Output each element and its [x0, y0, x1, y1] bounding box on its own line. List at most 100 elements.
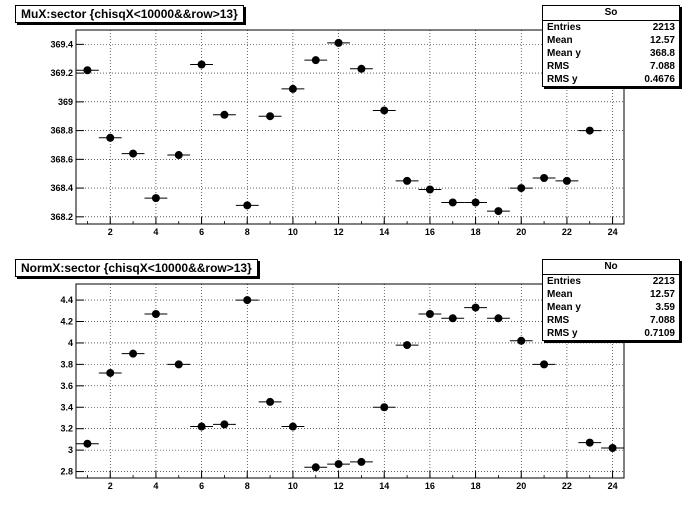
data-point [151, 194, 160, 203]
data-point [174, 151, 183, 160]
stats-row-entries: Entries 2213 [547, 276, 675, 287]
stats-row-mean-y: Mean y 3.59 [547, 302, 675, 313]
data-point [608, 443, 617, 452]
data-point [540, 360, 549, 369]
x-tick-label: 8 [245, 481, 250, 491]
data-point [288, 422, 297, 431]
x-tick-label: 20 [516, 227, 526, 237]
y-tick-label: 3 [68, 445, 73, 455]
x-tick-label: 2 [108, 481, 113, 491]
data-point [243, 201, 252, 210]
data-point [425, 310, 434, 319]
y-tick-label: 369.2 [50, 68, 73, 78]
y-tick-label: 368.6 [50, 154, 73, 164]
x-tick-label: 12 [334, 227, 344, 237]
data-point [380, 106, 389, 115]
y-tick-label: 368.2 [50, 212, 73, 222]
data-point [585, 126, 594, 135]
x-tick-label: 6 [199, 481, 204, 491]
y-tick-label: 4 [68, 338, 73, 348]
data-point [106, 368, 115, 377]
x-tick-label: 16 [425, 227, 435, 237]
data-point [311, 56, 320, 65]
x-tick-label: 10 [288, 227, 298, 237]
x-tick-label: 24 [608, 481, 618, 491]
data-point [83, 439, 92, 448]
data-point [517, 336, 526, 345]
data-point [357, 457, 366, 466]
data-point [334, 38, 343, 47]
plot-frame [75, 283, 625, 479]
x-tick-label: 16 [425, 481, 435, 491]
stats-row-rms: RMS 7.088 [547, 315, 675, 326]
data-point [562, 176, 571, 185]
data-point [448, 314, 457, 323]
y-tick-label: 368.8 [50, 126, 73, 136]
x-tick-label: 20 [516, 481, 526, 491]
plot-title-mux: MuX:sector {chisqX<10000&&row>13} [15, 5, 244, 23]
stats-row-mean-y: Mean y 368.8 [547, 48, 675, 59]
y-tick-label: 3.4 [60, 402, 73, 412]
stats-row-mean: Mean 12.57 [547, 35, 675, 46]
data-point [471, 198, 480, 207]
data-point [494, 314, 503, 323]
data-point [403, 176, 412, 185]
data-point [174, 360, 183, 369]
data-point [357, 64, 366, 73]
data-point [403, 341, 412, 350]
data-point [83, 66, 92, 75]
data-point [288, 84, 297, 93]
data-point [311, 463, 320, 472]
stats-box-so: So Entries 2213 Mean 12.57 Mean y 368.8 RMS… [542, 5, 680, 87]
x-tick-label: 14 [379, 481, 389, 491]
stats-row-entries: Entries 2213 [547, 22, 675, 33]
plot-1: 2 4 6 8 10 12 14 16 18 20 22 242.833.23.43.63.844.2… [60, 283, 625, 491]
x-tick-label: 2 [108, 227, 113, 237]
stats-row-rms: RMS 7.088 [547, 61, 675, 72]
y-tick-label: 4.2 [60, 317, 73, 327]
x-tick-label: 10 [288, 481, 298, 491]
data-point [129, 349, 138, 358]
data-point [494, 207, 503, 216]
data-point [425, 185, 434, 194]
data-point [197, 60, 206, 69]
x-tick-label: 6 [199, 227, 204, 237]
data-point [380, 403, 389, 412]
data-point [471, 303, 480, 312]
data-point [197, 422, 206, 431]
data-point [220, 420, 229, 429]
y-tick-label: 3.6 [60, 381, 73, 391]
data-point [129, 149, 138, 158]
stats-name: So [543, 6, 679, 21]
x-tick-label: 18 [471, 481, 481, 491]
data-point [517, 184, 526, 193]
data-point [585, 438, 594, 447]
stats-box-no: No Entries 2213 Mean 12.57 Mean y 3.59 RMS 7… [542, 259, 680, 341]
plot-0: 2 4 6 8 10 12 14 16 18 20 22 24368.2368.4368.6368.8… [50, 29, 625, 237]
x-tick-label: 14 [379, 227, 389, 237]
y-tick-label: 2.8 [60, 467, 73, 477]
data-point [220, 110, 229, 119]
y-tick-label: 368.4 [50, 183, 73, 193]
y-tick-label: 3.2 [60, 424, 73, 434]
data-point [334, 460, 343, 469]
stats-row-rms-y: RMS y 0.7109 [547, 328, 675, 339]
x-tick-label: 18 [471, 227, 481, 237]
data-point [448, 198, 457, 207]
stats-name: No [543, 260, 679, 275]
data-point [266, 112, 275, 121]
plot-frame [75, 29, 625, 225]
y-tick-label: 369 [58, 97, 73, 107]
plot-title-normx: NormX:sector {chisqX<10000&&row>13} [15, 259, 258, 277]
x-tick-label: 4 [153, 227, 158, 237]
x-tick-label: 4 [153, 481, 158, 491]
stats-row-mean: Mean 12.57 [547, 289, 675, 300]
y-tick-label: 4.4 [60, 295, 73, 305]
x-tick-label: 24 [608, 227, 618, 237]
data-point [540, 174, 549, 183]
data-point [151, 310, 160, 319]
x-tick-label: 8 [245, 227, 250, 237]
data-point [106, 133, 115, 142]
y-tick-label: 369.4 [50, 39, 73, 49]
